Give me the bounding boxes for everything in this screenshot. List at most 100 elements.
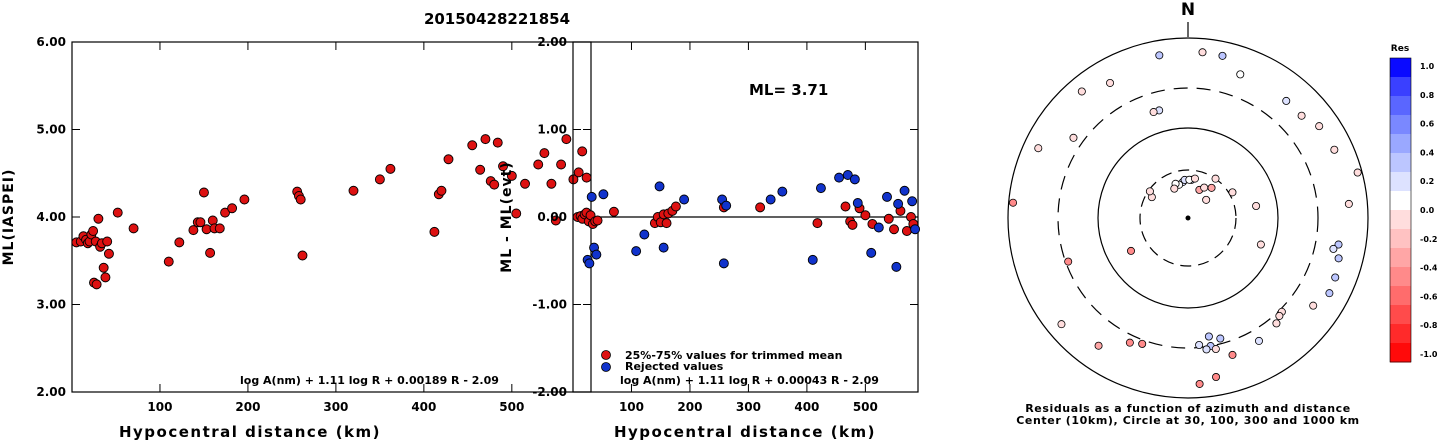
y-axis-label: ML - ML(evt) [499, 161, 515, 272]
data-point [533, 159, 544, 170]
residual-point [1126, 246, 1135, 255]
residual-point [1252, 201, 1261, 210]
colorbar-tick-label: -0.4 [1420, 264, 1437, 273]
rejected-point [815, 183, 826, 194]
data-point [297, 250, 308, 261]
residual-point [1198, 48, 1207, 57]
residual-point [1254, 336, 1263, 345]
data-point [239, 194, 250, 205]
colorbar-tick-label: -0.2 [1420, 235, 1437, 244]
residual-point [1195, 379, 1204, 388]
ring-100km [1097, 127, 1279, 309]
residual-point [1064, 257, 1073, 266]
ml-vs-distance-chart: 2.00 3.00 4.00 5.00 6.00 100 200 300 400 500 log… [1, 35, 592, 441]
colorbar-tick-label: -1.0 [1420, 350, 1437, 359]
data-point [475, 164, 486, 175]
residual-point [1207, 183, 1216, 192]
data-point [561, 134, 572, 145]
colorbar-cell [1390, 305, 1411, 325]
colorbar-cell [1390, 96, 1411, 116]
residual-point [1202, 345, 1211, 354]
data-point [556, 159, 567, 170]
rejected-point [584, 258, 595, 269]
data-point [492, 137, 503, 148]
y-tick-label: 0.00 [537, 210, 567, 224]
data-point [102, 236, 113, 247]
residual-points [1009, 48, 1362, 388]
ml-annotation: ML= 3.71 [749, 81, 828, 99]
data-point [348, 185, 359, 196]
rejected-point [718, 258, 729, 269]
residual-point [1309, 301, 1318, 310]
data-point [128, 223, 139, 234]
y-tick-label: -2.00 [532, 385, 567, 399]
rejected-point [777, 186, 788, 197]
residual-point [1069, 133, 1078, 142]
x-tick-label: 400 [411, 400, 436, 414]
y-tick-label: 2.00 [36, 385, 66, 399]
residual-point [1149, 108, 1158, 117]
residual-colorbar: Res 1.0 0.8 0.6 0.4 0.2 0.0 -0.2 -0.4 -0.6 -0.8 -1… [1389, 44, 1437, 363]
residual-point [1170, 184, 1179, 193]
rejected-point [882, 191, 892, 202]
residual-point [1329, 244, 1338, 253]
data-point [577, 146, 588, 157]
rejected-point [834, 172, 845, 183]
data-point [98, 262, 109, 273]
rejected-point [852, 198, 863, 208]
trimmed-point [755, 202, 766, 213]
residual-point [1190, 174, 1199, 183]
colorbar-cell [1390, 324, 1411, 344]
caption-line2: Center (10km), Circle at 30, 100, 300 an… [1016, 414, 1360, 427]
colorbar-cell [1390, 229, 1411, 249]
data-point [467, 140, 478, 151]
y-tick-label: -1.00 [532, 298, 567, 312]
residual-point [1145, 187, 1154, 196]
residual-point [1094, 341, 1103, 350]
y-tick-label: 1.00 [537, 123, 567, 137]
legend-marker-rejected [601, 362, 611, 372]
data-point [385, 163, 396, 174]
data-point [214, 223, 225, 234]
residual-point [1204, 332, 1213, 341]
trimmed-point [901, 226, 912, 236]
rejected-point [807, 254, 818, 265]
residual-point [1138, 339, 1147, 348]
center-dot [1185, 215, 1191, 221]
x-axis-ticks: 100 200 300 400 500 [147, 42, 524, 414]
legend-label-rejected: Rejected values [625, 360, 724, 373]
data-point [374, 174, 385, 185]
residual-point [1106, 78, 1115, 87]
residual-point [1200, 183, 1209, 192]
rejected-point [586, 191, 597, 202]
rejected-point [910, 224, 921, 235]
colorbar-tick-label: -0.6 [1420, 292, 1437, 301]
residual-point [1211, 174, 1220, 183]
data-point [93, 213, 104, 224]
data-point [174, 237, 185, 248]
azimuth-residual-plot: N Residuals as a function of azimuth and… [1007, 0, 1369, 427]
residual-point [1228, 350, 1237, 359]
rejected-point [893, 198, 904, 209]
rejected-point [658, 242, 669, 253]
residual-point [1125, 338, 1134, 347]
residual-point [1216, 334, 1225, 343]
residual-point [1155, 51, 1164, 60]
rejected-point [842, 170, 853, 180]
trimmed-point [812, 218, 823, 229]
legend-label-trimmed: 25%-75% values for trimmed mean [625, 349, 842, 362]
residual-point [1256, 240, 1265, 249]
data-point [91, 279, 102, 290]
colorbar-frame [1389, 57, 1412, 363]
y-axis-ticks: 2.00 3.00 4.00 5.00 6.00 [36, 35, 591, 399]
trimmed-point [860, 210, 871, 221]
data-point [295, 194, 306, 205]
data-point [480, 134, 491, 145]
residual-point [1009, 198, 1018, 207]
data-point [198, 187, 209, 198]
data-point [581, 172, 592, 183]
data-point [220, 207, 231, 218]
data-point [112, 207, 123, 218]
residual-point [1297, 111, 1306, 120]
data-point [520, 178, 530, 189]
